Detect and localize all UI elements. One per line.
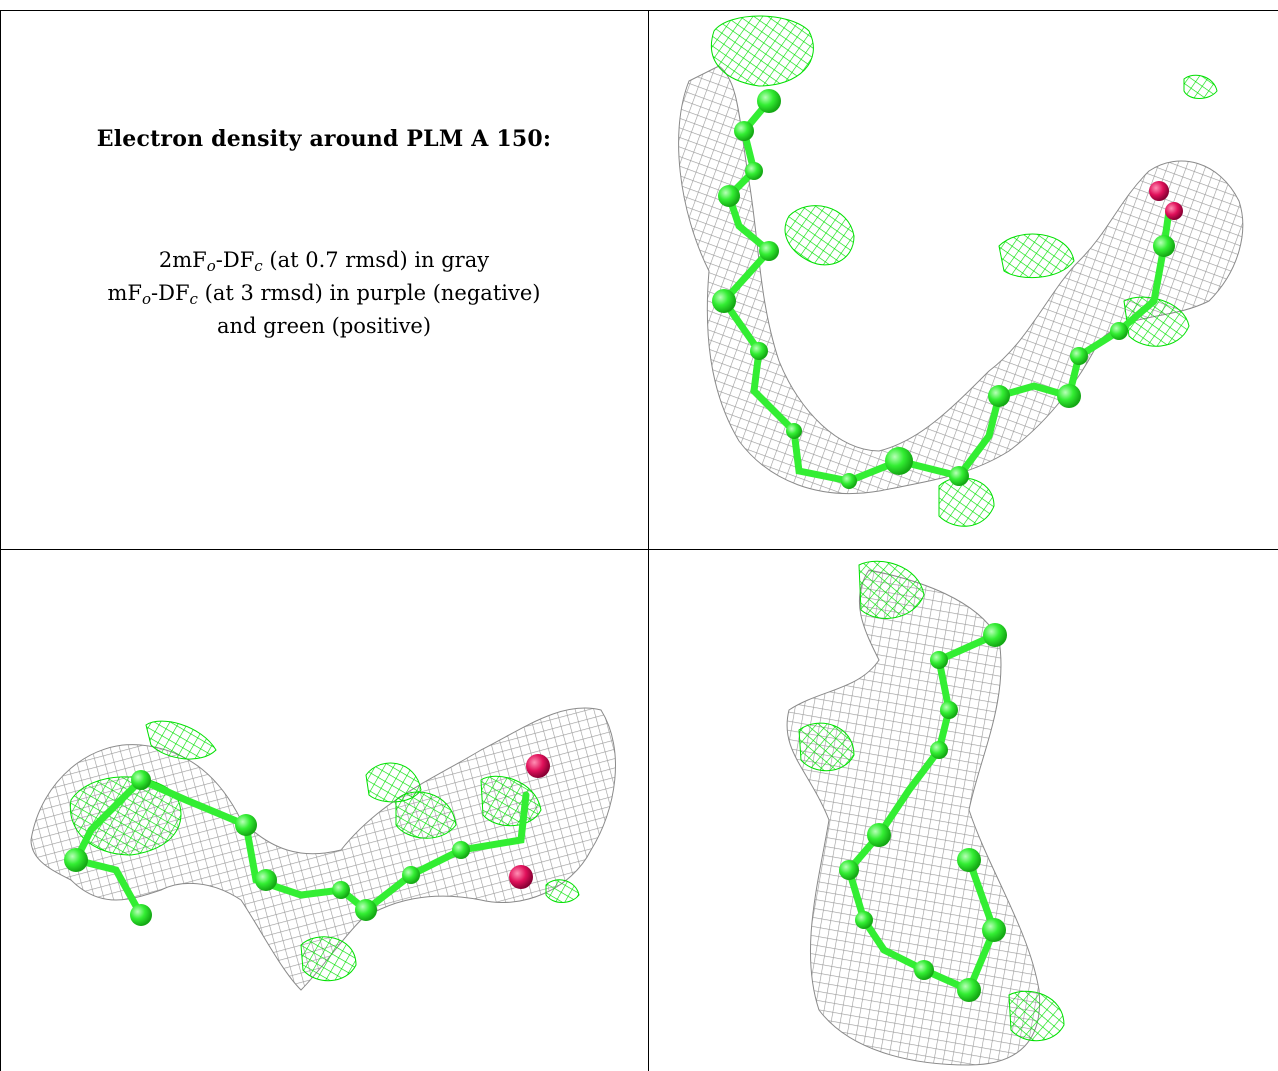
green-positive-mesh <box>69 720 580 982</box>
caption-line-2mfo: 2mFo-DFc (at 0.7 rmsd) in gray <box>158 248 490 275</box>
grid-rule <box>0 549 1278 550</box>
caption-cell: Electron density around PLM A 150: 2mFo-… <box>0 0 648 549</box>
caption-line-mfo: mFo-DFc (at 3 rmsd) in purple (negative) <box>107 281 541 308</box>
density-view-2 <box>1 550 648 1071</box>
carbon-atoms <box>64 770 470 926</box>
gray-mesh <box>786 569 1041 1066</box>
oxygen-atoms <box>509 754 550 889</box>
grid-rule <box>648 10 649 1071</box>
caption-line-green: and green (positive) <box>216 314 432 338</box>
caption-title: Electron density around PLM A 150: <box>96 126 552 152</box>
green-positive-mesh <box>798 560 1065 1042</box>
density-view-1 <box>649 11 1278 549</box>
grid-rule <box>0 10 1278 11</box>
carbon-atoms <box>712 89 1175 489</box>
density-view-3 <box>649 550 1278 1071</box>
carbon-atoms <box>839 623 1007 1002</box>
gray-mesh <box>678 65 1244 495</box>
grid-rule <box>0 10 1 1071</box>
oxygen-atoms <box>1149 181 1183 220</box>
green-positive-mesh <box>710 15 1218 527</box>
